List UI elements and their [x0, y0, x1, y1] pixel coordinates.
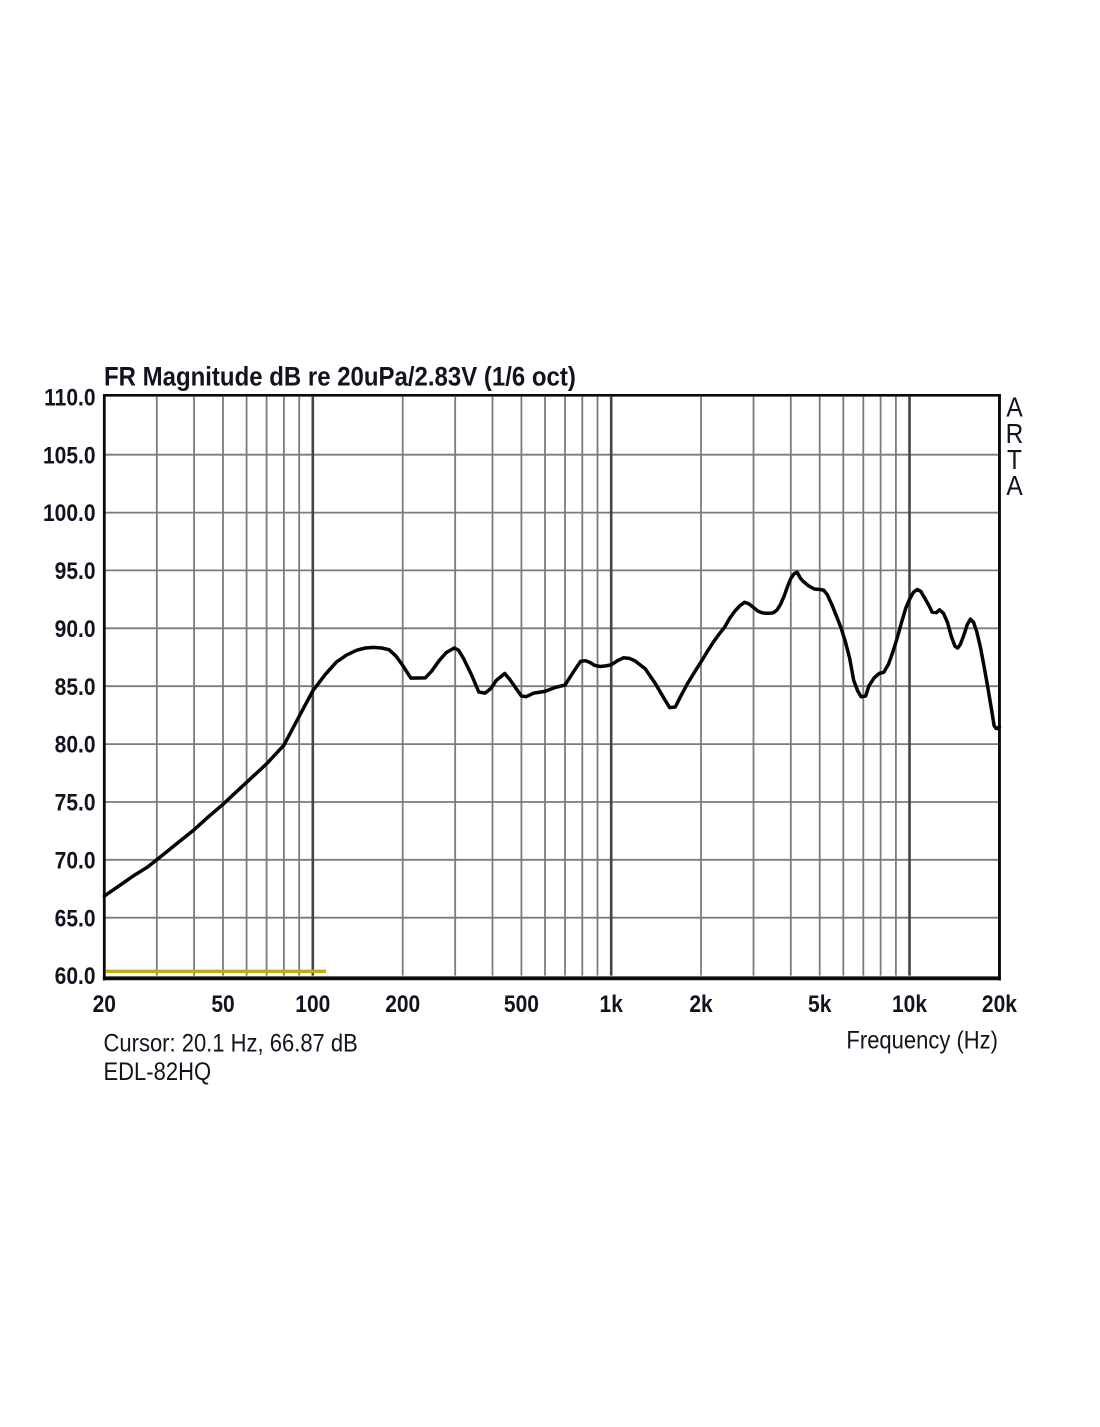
- svg-text:85.0: 85.0: [55, 674, 96, 700]
- svg-text:200: 200: [385, 991, 420, 1017]
- svg-text:50: 50: [211, 991, 234, 1017]
- svg-text:70.0: 70.0: [55, 847, 96, 873]
- svg-text:100: 100: [295, 991, 330, 1017]
- svg-text:80.0: 80.0: [55, 732, 96, 758]
- svg-text:1k: 1k: [600, 991, 624, 1017]
- svg-text:95.0: 95.0: [55, 558, 96, 584]
- svg-text:20k: 20k: [982, 991, 1018, 1017]
- svg-text:65.0: 65.0: [55, 905, 96, 931]
- svg-text:EDL-82HQ: EDL-82HQ: [104, 1058, 212, 1086]
- svg-text:R: R: [1006, 418, 1024, 450]
- svg-text:FR Magnitude dB re 20uPa/2.83V: FR Magnitude dB re 20uPa/2.83V (1/6 oct): [104, 362, 576, 392]
- svg-text:100.0: 100.0: [43, 500, 96, 526]
- svg-text:500: 500: [504, 991, 539, 1017]
- svg-text:60.0: 60.0: [55, 963, 96, 989]
- svg-text:Cursor: 20.1 Hz, 66.87 dB: Cursor: 20.1 Hz, 66.87 dB: [104, 1029, 358, 1057]
- svg-text:105.0: 105.0: [43, 442, 96, 468]
- svg-text:5k: 5k: [808, 991, 832, 1017]
- svg-text:2k: 2k: [689, 991, 713, 1017]
- svg-text:Frequency (Hz): Frequency (Hz): [846, 1026, 998, 1054]
- svg-text:10k: 10k: [892, 991, 928, 1017]
- svg-text:A: A: [1006, 391, 1023, 423]
- svg-text:A: A: [1006, 470, 1023, 502]
- svg-text:90.0: 90.0: [55, 616, 96, 642]
- svg-text:20: 20: [93, 991, 116, 1017]
- svg-text:75.0: 75.0: [55, 789, 96, 815]
- svg-text:110.0: 110.0: [44, 384, 95, 410]
- svg-text:T: T: [1007, 443, 1022, 475]
